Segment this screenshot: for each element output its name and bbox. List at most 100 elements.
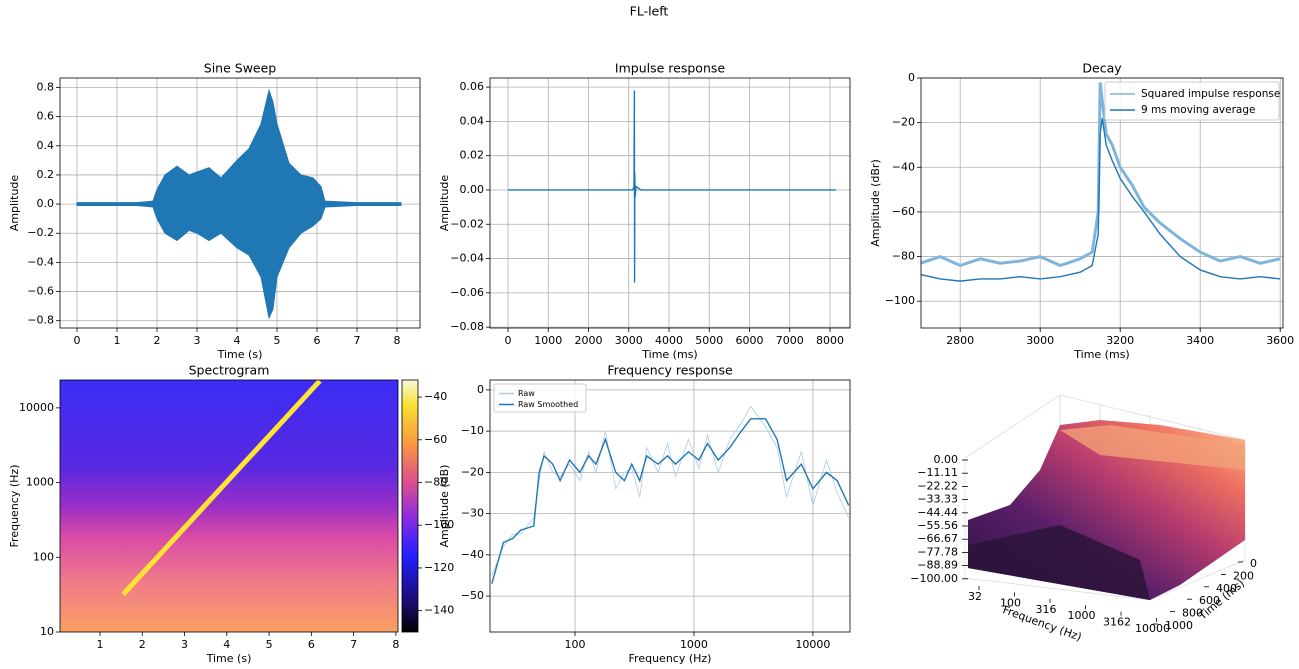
y-axis-label: Amplitude (dBr) [869, 159, 882, 247]
x-tick-label: 5000 [695, 334, 723, 347]
y-tick-label: 800 [1182, 607, 1203, 620]
x-tick-label: 3000 [615, 334, 643, 347]
y-tick-label: 600 [1199, 594, 1220, 607]
x-tick-label: 3400 [1186, 334, 1214, 347]
legend-box [493, 383, 587, 413]
y-tick-label: −0.8 [27, 314, 54, 327]
x-tick-label: 8 [392, 638, 399, 651]
x-tick-label: 2 [154, 334, 161, 347]
z-tick-label: −33.33 [917, 493, 958, 506]
z-tick-label: −22.22 [917, 479, 958, 492]
y-tick-label: 0.4 [37, 139, 55, 152]
y-tick-label: −0.06 [450, 286, 484, 299]
x-tick-label: 8 [394, 334, 401, 347]
axes-frame [59, 379, 399, 633]
x-tick-label: 1000 [1068, 609, 1096, 622]
z-tick-label: −100.00 [910, 572, 958, 585]
y-tick-label: 0.06 [460, 80, 485, 93]
z-tick-label: −55.56 [917, 519, 958, 532]
y-tick-label: 10000 [19, 401, 54, 414]
x-tick-label: 316 [1036, 603, 1057, 616]
x-tick-label: 6 [314, 334, 321, 347]
colorbar-tick-label: −40 [424, 390, 447, 403]
x-tick-label: 7 [350, 638, 357, 651]
x-tick-label: 10000 [795, 638, 830, 651]
legend-box [1104, 81, 1280, 121]
sweep-line [121, 379, 322, 596]
z-tick-label: −77.78 [917, 545, 958, 558]
axes-title: Impulse response [615, 61, 725, 76]
y-axis-label: Amplitude [8, 175, 21, 232]
y-tick-label: −40 [461, 548, 484, 561]
series-line [921, 82, 1281, 268]
x-tick-label: 10000 [1135, 622, 1170, 635]
y-tick-label: 10 [40, 625, 54, 638]
y-tick-label: 0 [1250, 557, 1257, 570]
x-tick-label: 3200 [1106, 334, 1134, 347]
z-tick-label: −88.89 [917, 559, 958, 572]
x-tick-label: 3 [181, 638, 188, 651]
y-tick-label: 200 [1233, 569, 1254, 582]
y-tick-label: −0.02 [450, 217, 484, 230]
x-axis-label: Frequency (Hz) [629, 652, 712, 665]
colorbar-tick-label: −120 [424, 561, 454, 574]
y-tick-label: −10 [461, 424, 484, 437]
y-tick-label: 0.6 [37, 110, 55, 123]
series-line [491, 405, 850, 576]
y-tick-label: −20 [892, 116, 915, 129]
x-axis-label: Time (s) [217, 348, 263, 361]
y-tick-label: −80 [892, 250, 915, 263]
y-tick-label: −30 [461, 507, 484, 520]
x-tick-label: 4 [234, 334, 241, 347]
x-tick-label: 3000 [1026, 334, 1054, 347]
y-tick-label: 0 [908, 71, 915, 84]
y-axis-label: Frequency (Hz) [8, 465, 21, 548]
y-tick-label: −0.4 [27, 255, 54, 268]
x-tick-label: 3162 [1103, 616, 1131, 629]
axes-title: Spectrogram [189, 363, 270, 378]
y-tick-label: 0.0 [37, 197, 55, 210]
y-tick-label: 0.02 [460, 149, 485, 162]
y-tick-label: −40 [892, 160, 915, 173]
z-tick-label: −11.11 [917, 466, 958, 479]
colorbar [401, 379, 419, 633]
x-tick-label: 2800 [946, 334, 974, 347]
colorbar-tick-label: −60 [424, 433, 447, 446]
axes-title: Frequency response [607, 363, 733, 378]
colorbar-tick-label: −140 [424, 604, 454, 617]
x-tick-label: 5 [274, 334, 281, 347]
x-tick-label: 0 [504, 334, 511, 347]
x-tick-label: 100 [564, 638, 585, 651]
y-tick-label: 0.8 [37, 80, 55, 93]
x-tick-label: 0 [74, 334, 81, 347]
x-axis-label: Time (ms) [1073, 348, 1129, 361]
z-tick-label: −66.67 [917, 532, 958, 545]
axes-title: Sine Sweep [204, 61, 277, 76]
y-tick-label: 0.04 [460, 114, 485, 127]
surface-3d [964, 394, 1246, 601]
x-tick-label: 2 [139, 638, 146, 651]
y-tick-label: −0.6 [27, 285, 54, 298]
colorbar-tick-label: −80 [424, 476, 447, 489]
x-tick-label: 3600 [1266, 334, 1294, 347]
x-tick-label: 1000 [534, 334, 562, 347]
axes-frame [920, 77, 1284, 329]
x-axis-label: Time (ms) [641, 348, 697, 361]
y-tick-label: −50 [461, 589, 484, 602]
series-line [491, 418, 850, 584]
y-tick-label: 0 [477, 383, 484, 396]
legend-label: Raw [518, 389, 535, 398]
colorbar-tick-label: −100 [424, 518, 454, 531]
legend-label: 9 ms moving average [1141, 104, 1255, 116]
z-tick-label: 0.00 [934, 453, 959, 466]
axes-frame [59, 77, 421, 329]
legend-label: Raw Smoothed [518, 400, 578, 409]
x-tick-label: 7000 [776, 334, 804, 347]
y-tick-label: −0.04 [450, 252, 484, 265]
y-tick-label: −0.08 [450, 320, 484, 333]
x-axis-label: Time (s) [206, 652, 252, 665]
x-tick-label: 1 [114, 334, 121, 347]
x-tick-label: 7 [354, 334, 361, 347]
y-tick-label: −0.2 [27, 226, 54, 239]
